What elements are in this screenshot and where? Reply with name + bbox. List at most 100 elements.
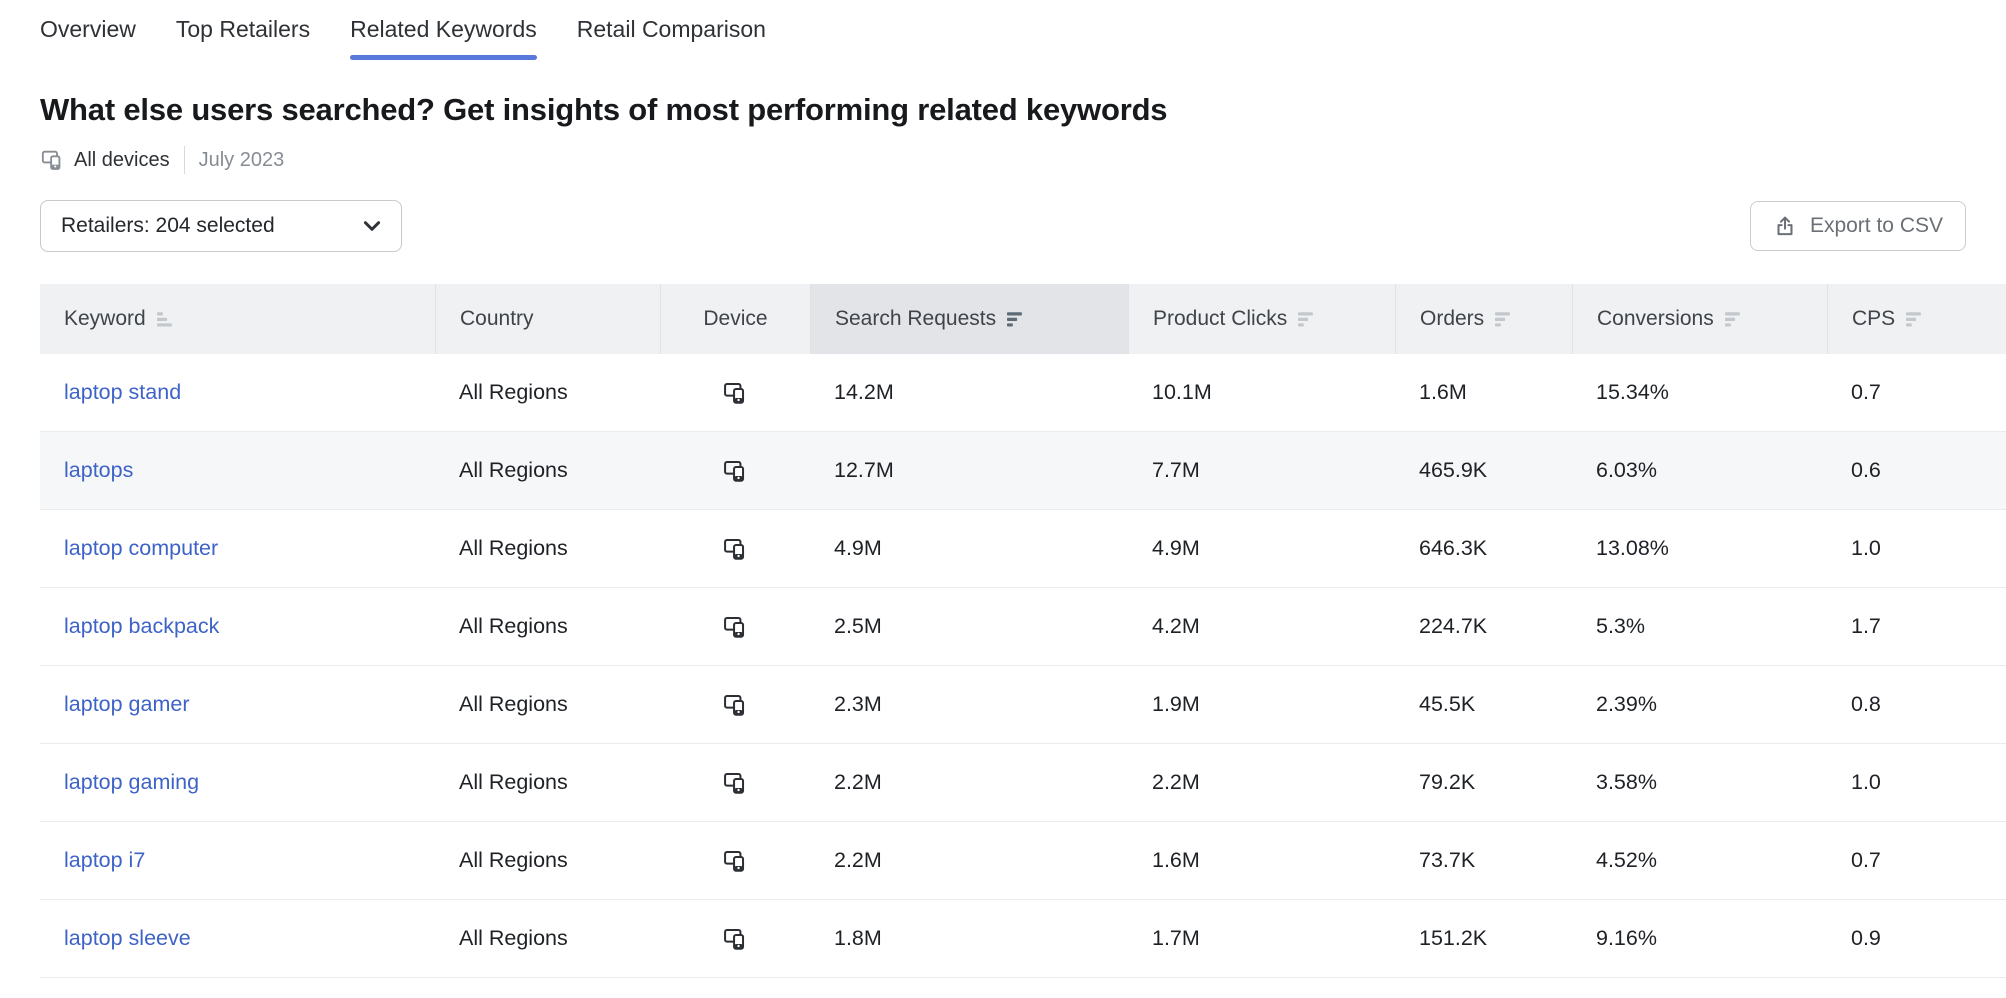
all-devices-icon	[722, 926, 748, 952]
column-header-keyword[interactable]: Keyword	[40, 284, 435, 354]
country-cell: All Regions	[459, 458, 568, 482]
search-requests-cell: 2.3M	[834, 692, 882, 716]
keyword-link[interactable]: laptop backpack	[64, 614, 220, 638]
conversions-cell: 6.03%	[1596, 458, 1657, 482]
tab-retail-comparison[interactable]: Retail Comparison	[576, 16, 766, 42]
search-requests-cell: 2.2M	[834, 848, 882, 872]
report-meta: All devices July 2023	[40, 146, 1966, 174]
country-cell: All Regions	[459, 614, 568, 638]
product-clicks-cell: 1.6M	[1152, 848, 1200, 872]
cps-cell: 0.7	[1851, 380, 1881, 404]
cps-cell: 1.7	[1851, 614, 1881, 638]
cps-cell: 0.6	[1851, 458, 1881, 482]
conversions-cell: 3.58%	[1596, 770, 1657, 794]
table-row: laptop stand All Regions 14.2M 10.1M 1.6…	[40, 354, 2006, 432]
keyword-link[interactable]: laptop sleeve	[64, 926, 191, 950]
column-header-cps[interactable]: CPS	[1827, 284, 2006, 354]
all-devices-icon	[722, 692, 748, 718]
product-clicks-cell: 1.7M	[1152, 926, 1200, 950]
country-cell: All Regions	[459, 848, 568, 872]
table-row: laptops All Regions 12.7M 7.7M 465.9K 6.…	[40, 432, 2006, 510]
conversions-cell: 15.34%	[1596, 380, 1669, 404]
search-requests-cell: 14.2M	[834, 380, 894, 404]
cps-cell: 1.0	[1851, 536, 1881, 560]
conversions-cell: 4.52%	[1596, 848, 1657, 872]
keyword-link[interactable]: laptops	[64, 458, 134, 482]
orders-cell: 1.6M	[1419, 380, 1467, 404]
country-cell: All Regions	[459, 926, 568, 950]
related-keywords-table: Keyword Country Device Search Requests	[40, 284, 2006, 978]
column-header-device: Device	[660, 284, 810, 354]
device-cell	[660, 744, 810, 821]
keyword-link[interactable]: laptop gamer	[64, 692, 190, 716]
search-requests-cell: 4.9M	[834, 536, 882, 560]
conversions-cell: 9.16%	[1596, 926, 1657, 950]
search-requests-cell: 2.5M	[834, 614, 882, 638]
country-cell: All Regions	[459, 692, 568, 716]
keyword-link[interactable]: laptop stand	[64, 380, 182, 404]
table-row: laptop backpack All Regions 2.5M 4.2M 22…	[40, 588, 2006, 666]
all-devices-icon	[722, 770, 748, 796]
device-filter-text: All devices	[74, 148, 170, 171]
table-row: laptop gamer All Regions 2.3M 1.9M 45.5K…	[40, 666, 2006, 744]
product-clicks-cell: 2.2M	[1152, 770, 1200, 794]
retailers-filter-dropdown[interactable]: Retailers: 204 selected	[40, 200, 402, 252]
conversions-cell: 5.3%	[1596, 614, 1646, 638]
cps-cell: 0.7	[1851, 848, 1881, 872]
table-row: laptop sleeve All Regions 1.8M 1.7M 151.…	[40, 900, 2006, 978]
meta-divider	[183, 146, 185, 174]
tab-top-retailers[interactable]: Top Retailers	[175, 16, 311, 42]
table-row: laptop i7 All Regions 2.2M 1.6M 73.7K 4.…	[40, 822, 2006, 900]
page-title: What else users searched? Get insights o…	[40, 92, 1168, 127]
device-cell	[660, 432, 810, 509]
all-devices-icon	[722, 614, 748, 640]
product-clicks-cell: 1.9M	[1152, 692, 1200, 716]
tab-related-keywords[interactable]: Related Keywords	[350, 16, 537, 60]
search-requests-cell: 2.2M	[834, 770, 882, 794]
search-requests-cell: 1.8M	[834, 926, 882, 950]
conversions-cell: 2.39%	[1596, 692, 1657, 716]
all-devices-icon	[40, 148, 64, 172]
sort-desc-icon	[1724, 311, 1742, 328]
device-cell	[660, 510, 810, 587]
all-devices-icon	[722, 380, 748, 406]
all-devices-icon	[722, 458, 748, 484]
search-requests-cell: 12.7M	[834, 458, 894, 482]
device-cell	[660, 900, 810, 977]
column-header-search-requests[interactable]: Search Requests	[810, 284, 1128, 354]
conversions-cell: 13.08%	[1596, 536, 1669, 560]
export-to-csv-button[interactable]: Export to CSV	[1749, 201, 1966, 251]
orders-cell: 224.7K	[1419, 614, 1488, 638]
orders-cell: 646.3K	[1419, 536, 1488, 560]
device-cell	[660, 666, 810, 743]
device-filter-label: All devices	[40, 148, 170, 172]
retailers-filter-value: Retailers: 204 selected	[61, 214, 275, 237]
controls-row: Retailers: 204 selected Export to CSV	[40, 200, 1966, 252]
orders-cell: 73.7K	[1419, 848, 1476, 872]
country-cell: All Regions	[459, 380, 568, 404]
device-cell	[660, 822, 810, 899]
device-cell	[660, 354, 810, 431]
cps-cell: 1.0	[1851, 770, 1881, 794]
tab-bar: Overview Top Retailers Related Keywords …	[0, 0, 2006, 60]
column-header-orders[interactable]: Orders	[1395, 284, 1572, 354]
column-header-conversions[interactable]: Conversions	[1572, 284, 1827, 354]
sort-desc-icon	[1007, 311, 1024, 328]
keyword-link[interactable]: laptop gaming	[64, 770, 200, 794]
orders-cell: 79.2K	[1419, 770, 1476, 794]
tab-overview[interactable]: Overview	[40, 16, 136, 42]
keyword-link[interactable]: laptop i7	[64, 848, 146, 872]
export-label: Export to CSV	[1809, 214, 1943, 237]
sort-asc-icon	[156, 311, 174, 328]
export-icon	[1773, 214, 1797, 238]
sort-desc-icon	[1906, 311, 1923, 328]
sort-desc-icon	[1298, 311, 1315, 328]
sort-desc-icon	[1495, 311, 1512, 328]
table-body: laptop stand All Regions 14.2M 10.1M 1.6…	[40, 354, 2006, 978]
keyword-link[interactable]: laptop computer	[64, 536, 219, 560]
orders-cell: 465.9K	[1419, 458, 1488, 482]
all-devices-icon	[722, 848, 748, 874]
column-header-product-clicks[interactable]: Product Clicks	[1128, 284, 1395, 354]
product-clicks-cell: 4.9M	[1152, 536, 1200, 560]
chevron-down-icon	[361, 215, 383, 237]
